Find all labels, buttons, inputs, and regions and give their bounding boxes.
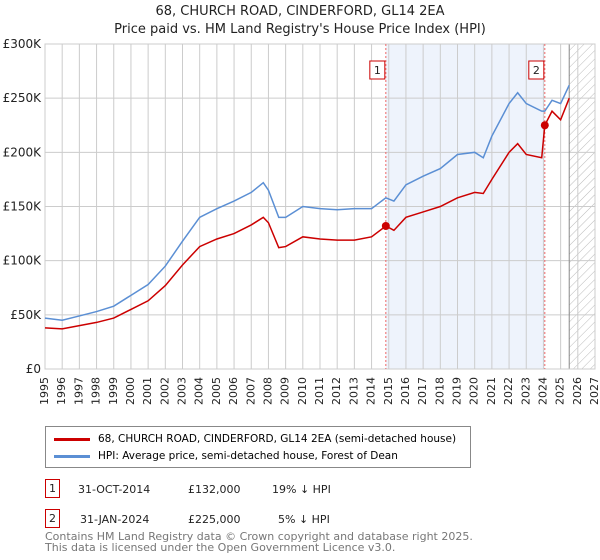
sale-label: 2 — [533, 64, 540, 77]
x-tick-label: 2010 — [296, 377, 309, 405]
x-tick-label: 2014 — [365, 377, 378, 405]
red-line-swatch — [54, 437, 90, 441]
x-tick-label: 2002 — [158, 377, 171, 405]
chart-title: 68, CHURCH ROAD, CINDERFORD, GL14 2EA — [155, 4, 445, 19]
blue-line-swatch — [54, 454, 90, 458]
x-tick-label: 2017 — [416, 377, 429, 405]
x-tick-label: 2026 — [571, 377, 584, 405]
legend-hpi: HPI: Average price, semi-detached house,… — [98, 450, 398, 462]
legend-property: 68, CHURCH ROAD, CINDERFORD, GL14 2EA (s… — [98, 433, 457, 445]
y-tick-label: £150K — [3, 200, 43, 214]
x-tick-label: 2023 — [519, 377, 532, 405]
price-chart: 1995 1996 1997 1998 1999 2000 2001 2002 2003 2004… — [3, 37, 600, 405]
legend: 68, CHURCH ROAD, CINDERFORD, GL14 2EA (s… — [45, 426, 471, 468]
y-tick-label: £0 — [26, 362, 41, 376]
sale-label-box — [369, 60, 386, 80]
hpi-line — [44, 84, 570, 322]
sale-label-box — [528, 60, 545, 80]
sale-date: 31-JAN-2024 — [80, 513, 150, 526]
sale-date: 31-OCT-2014 — [78, 483, 151, 496]
y-tick-label: £300K — [3, 37, 43, 51]
x-tick-label: 1999 — [107, 377, 120, 405]
sale-label: 1 — [374, 64, 381, 77]
footer: Contains HM Land Registry data © Crown c… — [45, 531, 473, 553]
y-tick-label: £100K — [3, 254, 43, 268]
x-tick-label: 2021 — [485, 377, 498, 405]
x-tick-label: 2004 — [193, 377, 206, 405]
sale-marker-2: 2 — [45, 509, 60, 528]
x-tick-label: 2011 — [313, 377, 326, 405]
x-tick-label: 2024 — [536, 377, 549, 405]
footer-line-2: This data is licensed under the Open Gov… — [45, 541, 396, 554]
x-tick-label: 2001 — [141, 377, 154, 405]
x-tick-label: 2013 — [347, 377, 360, 405]
sale-price: £132,000 — [188, 483, 241, 496]
sale-marker-1: 1 — [45, 479, 60, 498]
x-tick-label: 2016 — [399, 377, 412, 405]
x-tick-label: 2019 — [451, 377, 464, 405]
x-tick-label: 2018 — [433, 377, 446, 405]
x-tick-label: 2012 — [330, 377, 343, 405]
x-tick-label: 2015 — [382, 377, 395, 405]
x-tick-label: 2025 — [554, 377, 567, 405]
sale-hpi-diff: 5% ↓ HPI — [278, 513, 330, 526]
chart-subtitle: Price paid vs. HM Land Registry's House … — [114, 22, 486, 37]
x-tick-label: 1997 — [72, 377, 85, 405]
x-tick-label: 2006 — [227, 377, 240, 405]
sale-hpi-diff: 19% ↓ HPI — [272, 483, 331, 496]
y-tick-label: £200K — [3, 145, 43, 159]
property-line — [44, 97, 570, 330]
sale-price: £225,000 — [188, 513, 241, 526]
x-tick-label: 2005 — [210, 377, 223, 405]
x-tick-label: 1998 — [90, 377, 103, 405]
sale-point — [381, 222, 390, 230]
x-tick-label: 1995 — [38, 377, 51, 405]
sale-point — [540, 121, 549, 130]
x-tick-label: 2027 — [588, 377, 600, 405]
plot-frame — [44, 43, 596, 370]
x-tick-label: 2007 — [244, 377, 257, 405]
x-tick-label: 2009 — [279, 377, 292, 405]
x-tick-label: 2022 — [502, 377, 515, 405]
x-tick-label: 2008 — [261, 377, 274, 405]
x-tick-label: 2020 — [468, 377, 481, 405]
x-tick-label: 1996 — [55, 377, 68, 405]
footer-line-1: Contains HM Land Registry data © Crown c… — [45, 530, 473, 543]
x-tick-label: 2003 — [176, 377, 189, 405]
y-tick-label: £50K — [10, 308, 42, 322]
y-tick-label: £250K — [3, 91, 43, 105]
x-tick-label: 2000 — [124, 377, 137, 405]
